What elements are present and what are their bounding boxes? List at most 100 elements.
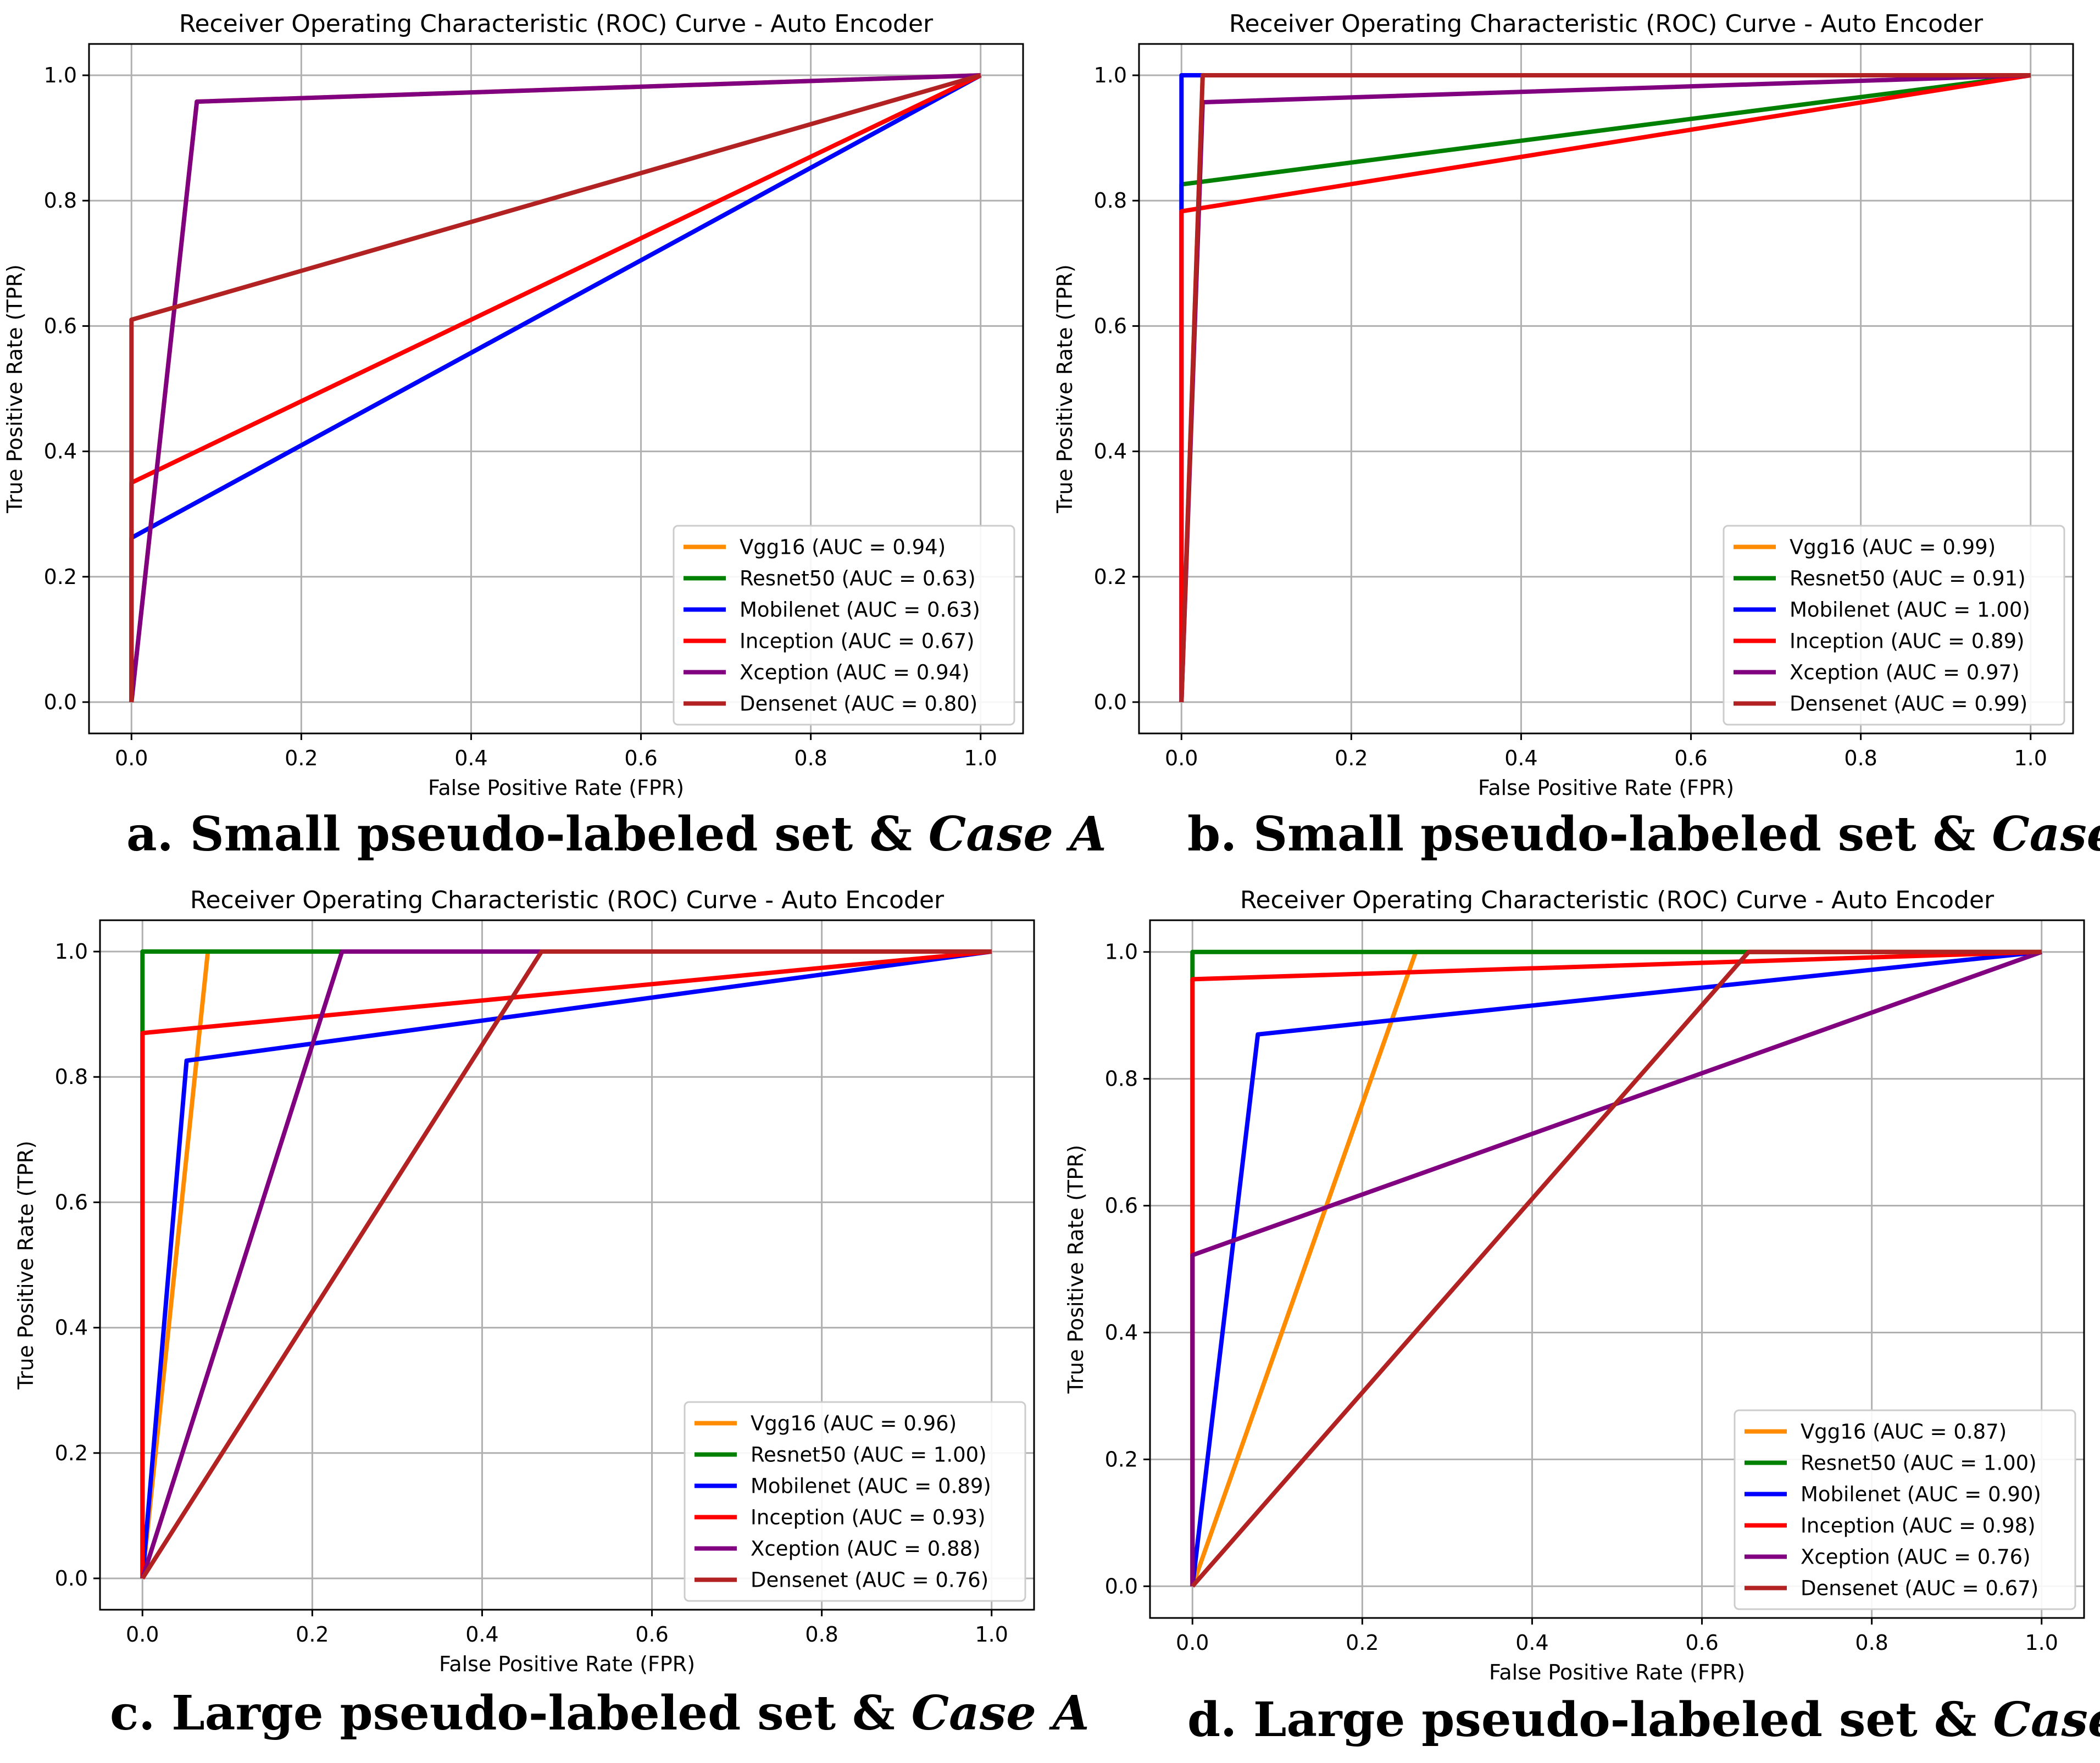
y-tick-label: 0.6 [55, 1190, 88, 1214]
y-tick-label: 0.0 [1105, 1574, 1138, 1598]
x-tick-label: 0.0 [1176, 1631, 1209, 1655]
legend-label-5: Xception (AUC = 0.88) [751, 1537, 981, 1561]
x-tick-label: 0.0 [1165, 746, 1198, 770]
legend: Vgg16 (AUC = 0.94) Resnet50 (AUC = 0.63) M… [673, 525, 1015, 726]
roc-panel-d: 0.0 0.2 0.4 0.6 0.8 1.0 0.0 0.2 0.4 0.6 0.8 1.0 Rece… [1050, 879, 2100, 1763]
caption-a: a. Small pseudo-labeled set & Case A [126, 807, 1107, 862]
chart-title: Receiver Operating Characteristic (ROC) … [179, 10, 934, 38]
series-line-3 [1190, 949, 2042, 1587]
plot-frame [99, 919, 1035, 1611]
series-line-6 [1179, 73, 2031, 703]
y-tick-label: 0.8 [1094, 188, 1127, 213]
y-tick-label: 0.0 [44, 690, 77, 714]
legend-box [1723, 525, 2065, 726]
series-line-4 [1179, 73, 2031, 702]
x-tick-label: 0.2 [285, 746, 318, 770]
x-tick-label: 0.6 [1685, 1631, 1718, 1655]
roc-panel-a: 0.0 0.2 0.4 0.6 0.8 1.0 0.0 0.2 0.4 0.6 0.8 1.0 Rece… [0, 0, 1107, 874]
series-line-6 [129, 73, 981, 702]
legend-label-2: Resnet50 (AUC = 1.00) [751, 1443, 987, 1467]
y-tick-label: 0.2 [1094, 565, 1127, 589]
x-tick-label: 0.4 [1504, 746, 1537, 770]
x-tick-label: 1.0 [2014, 746, 2047, 770]
y-tick-label: 0.0 [55, 1566, 88, 1590]
caption-c-prefix: c. Large pseudo-labeled set & [110, 1686, 912, 1741]
y-tick-label: 0.2 [44, 565, 77, 589]
x-tick-label: 0.8 [805, 1622, 838, 1647]
caption-d: d. Large pseudo-labeled set & Case B [1187, 1692, 2100, 1748]
series-line-5 [129, 73, 981, 703]
x-tick-label: 0.6 [624, 746, 657, 770]
y-tick-label: 1.0 [1094, 63, 1127, 87]
y-axis-label: True Positive Rate (TPR) [1064, 1145, 1088, 1394]
x-tick-label: 1.0 [2025, 1631, 2058, 1655]
y-tick-label: 0.4 [1105, 1320, 1138, 1344]
y-tick-label: 0.6 [44, 314, 77, 338]
caption-d-case: Case B [1993, 1692, 2100, 1748]
y-tick-label: 0.2 [55, 1441, 88, 1465]
y-tick-label: 0.8 [1105, 1067, 1138, 1091]
y-tick-label: 1.0 [44, 63, 77, 87]
caption-a-case: Case A [928, 807, 1107, 862]
roc-chart-d: 0.0 0.2 0.4 0.6 0.8 1.0 0.0 0.2 0.4 0.6 0.8 1.0 Rece… [1064, 886, 2085, 1684]
legend-label-6: Densenet (AUC = 0.80) [740, 692, 977, 716]
caption-b-case: Case B [1992, 807, 2100, 862]
legend-label-4: Inception (AUC = 0.93) [751, 1506, 986, 1530]
legend-label-6: Densenet (AUC = 0.67) [1801, 1577, 2038, 1600]
roc-chart-c: 0.0 0.2 0.4 0.6 0.8 1.0 0.0 0.2 0.4 0.6 0.8 1.0 Rece… [14, 886, 1035, 1676]
x-tick-label: 0.0 [115, 746, 148, 770]
y-tick-label: 1.0 [55, 939, 88, 964]
series-line-3 [140, 949, 992, 1579]
plot-frame [1149, 919, 2085, 1619]
legend-box [673, 525, 1015, 726]
legend-label-6: Densenet (AUC = 0.99) [1790, 692, 2027, 716]
caption-c: c. Large pseudo-labeled set & Case A [110, 1686, 1090, 1741]
legend-label-5: Xception (AUC = 0.94) [740, 661, 970, 685]
legend-label-3: Mobilenet (AUC = 1.00) [1790, 598, 2030, 622]
x-tick-label: 0.6 [1674, 746, 1707, 770]
legend: Vgg16 (AUC = 0.99) Resnet50 (AUC = 0.91) M… [1723, 525, 2065, 726]
x-tick-label: 0.8 [794, 746, 827, 770]
series-line-5 [1190, 949, 2043, 1587]
x-tick-label: 0.2 [296, 1622, 329, 1647]
y-tick-label: 0.0 [1094, 690, 1127, 714]
x-tick-label: 0.2 [1346, 1631, 1379, 1655]
legend-label-2: Resnet50 (AUC = 1.00) [1801, 1451, 2037, 1475]
legend-box [684, 1401, 1026, 1602]
caption-a-prefix: a. Small pseudo-labeled set & [126, 807, 929, 862]
series-line-6 [140, 949, 992, 1580]
legend: Vgg16 (AUC = 0.96) Resnet50 (AUC = 1.00) M… [684, 1401, 1026, 1602]
legend-label-1: Vgg16 (AUC = 0.87) [1801, 1420, 2007, 1444]
roc-panel-c: 0.0 0.2 0.4 0.6 0.8 1.0 0.0 0.2 0.4 0.6 0.8 1.0 Rece… [0, 879, 1090, 1763]
x-tick-label: 0.8 [1844, 746, 1877, 770]
legend: Vgg16 (AUC = 0.87) Resnet50 (AUC = 1.00) M… [1734, 1409, 2076, 1610]
legend-label-1: Vgg16 (AUC = 0.94) [740, 536, 946, 559]
y-tick-label: 0.4 [44, 440, 77, 464]
y-tick-label: 0.4 [55, 1316, 88, 1340]
legend-box [1734, 1409, 2076, 1610]
roc-chart-a: 0.0 0.2 0.4 0.6 0.8 1.0 0.0 0.2 0.4 0.6 0.8 1.0 Rece… [3, 10, 1024, 800]
y-axis-label: True Positive Rate (TPR) [3, 264, 27, 514]
legend-label-3: Mobilenet (AUC = 0.90) [1801, 1483, 2041, 1506]
legend-label-1: Vgg16 (AUC = 0.96) [751, 1412, 957, 1436]
chart-title: Receiver Operating Characteristic (ROC) … [190, 886, 945, 914]
y-axis-label: True Positive Rate (TPR) [1053, 264, 1077, 514]
x-tick-label: 0.2 [1335, 746, 1368, 770]
x-axis-label: False Positive Rate (FPR) [428, 776, 684, 800]
legend-label-4: Inception (AUC = 0.98) [1801, 1514, 2036, 1538]
plot-frame [88, 43, 1024, 735]
legend-label-3: Mobilenet (AUC = 0.63) [740, 598, 980, 622]
y-tick-label: 0.8 [44, 188, 77, 213]
x-tick-label: 0.6 [635, 1622, 668, 1647]
plot-frame [1138, 43, 2074, 735]
legend-label-4: Inception (AUC = 0.89) [1790, 630, 2025, 653]
x-axis-label: False Positive Rate (FPR) [1478, 776, 1734, 800]
chart-title: Receiver Operating Characteristic (ROC) … [1240, 886, 1995, 914]
y-tick-label: 0.6 [1094, 314, 1127, 338]
legend-label-3: Mobilenet (AUC = 0.89) [751, 1475, 991, 1498]
x-axis-label: False Positive Rate (FPR) [1489, 1660, 1745, 1684]
legend-label-5: Xception (AUC = 0.97) [1790, 661, 2020, 685]
legend-label-6: Densenet (AUC = 0.76) [751, 1569, 988, 1592]
legend-label-5: Xception (AUC = 0.76) [1801, 1545, 2031, 1569]
caption-b: b. Small pseudo-labeled set & Case B [1187, 807, 2100, 862]
